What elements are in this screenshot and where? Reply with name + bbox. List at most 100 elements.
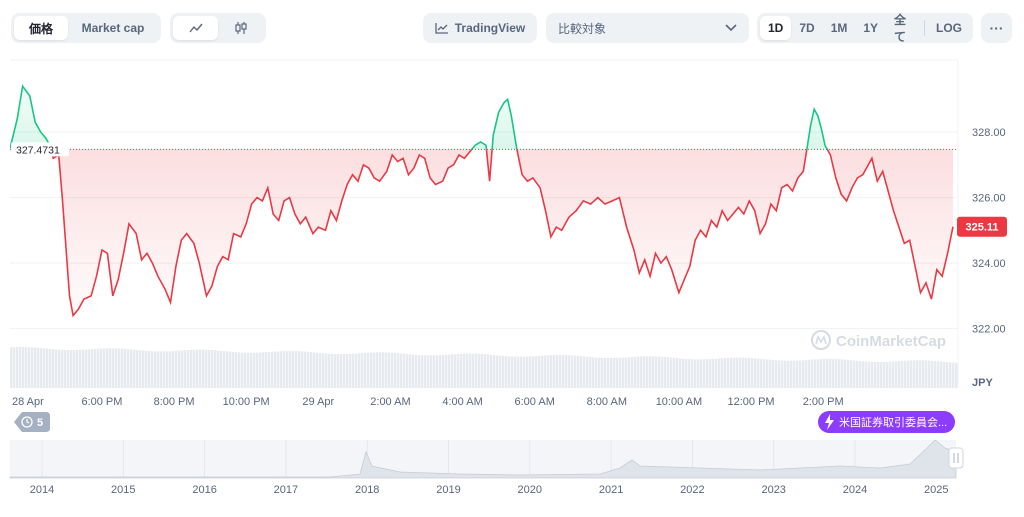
navigator-handle[interactable] bbox=[948, 447, 964, 469]
volume-bar bbox=[55, 349, 58, 388]
volume-bar bbox=[565, 355, 568, 388]
lightning-icon bbox=[825, 414, 834, 430]
chart-type-toggle bbox=[170, 13, 266, 43]
volume-bar bbox=[97, 348, 100, 388]
volume-bar bbox=[397, 353, 400, 388]
range-1y[interactable]: 1Y bbox=[863, 21, 879, 35]
volume-bar bbox=[316, 352, 319, 388]
volume-bar bbox=[241, 352, 244, 388]
price-line-down bbox=[50, 149, 954, 318]
volume-bar bbox=[649, 356, 652, 388]
volume-bar bbox=[100, 348, 103, 388]
history-badge[interactable]: 5 bbox=[14, 412, 50, 432]
range-7d[interactable]: 7D bbox=[799, 21, 815, 35]
volume-bar bbox=[337, 354, 340, 388]
price-area-down bbox=[50, 149, 953, 316]
volume-bar bbox=[655, 356, 658, 388]
volume-bar bbox=[523, 356, 526, 388]
tab-price[interactable]: 価格 bbox=[14, 16, 68, 40]
volume-bar bbox=[601, 357, 604, 388]
volume-bar bbox=[67, 350, 70, 388]
volume-bar bbox=[415, 354, 418, 388]
volume-bar bbox=[178, 350, 181, 388]
volume-bar bbox=[145, 350, 148, 388]
volume-bar bbox=[214, 350, 217, 388]
x-tick-label: 10:00 AM bbox=[656, 396, 702, 408]
volume-bar bbox=[901, 360, 904, 388]
event-badge[interactable]: 米国証券取引委員会... bbox=[818, 411, 955, 433]
line-chart-icon bbox=[188, 23, 203, 33]
log-scale-button[interactable]: LOG bbox=[936, 21, 962, 35]
volume-bar bbox=[334, 353, 337, 388]
y-tick-label: 322.00 bbox=[972, 324, 1006, 336]
volume-bar bbox=[511, 356, 514, 388]
navigator-year-label: 2016 bbox=[192, 484, 216, 496]
volume-bar bbox=[280, 351, 283, 388]
y-tick-label: 326.00 bbox=[972, 193, 1006, 205]
volume-bar bbox=[493, 355, 496, 388]
tradingview-button[interactable]: TradingView bbox=[423, 13, 537, 43]
volume-bar bbox=[79, 349, 82, 388]
volume-bar bbox=[400, 353, 403, 388]
volume-bar bbox=[325, 353, 328, 388]
volume-bar bbox=[163, 351, 166, 388]
volume-bar bbox=[166, 351, 169, 388]
volume-bar bbox=[220, 350, 223, 388]
volume-bar bbox=[568, 355, 571, 388]
tab-market-cap[interactable]: Market cap bbox=[81, 21, 145, 35]
volume-bar bbox=[43, 348, 46, 388]
volume-bar bbox=[196, 349, 199, 388]
volume-bar bbox=[505, 356, 508, 388]
volume-bar bbox=[34, 347, 37, 388]
volume-bar bbox=[595, 357, 598, 388]
volume-bar bbox=[211, 350, 214, 388]
volume-bar bbox=[106, 348, 109, 388]
line-chart-button[interactable] bbox=[173, 16, 218, 40]
volume-bar bbox=[445, 354, 448, 388]
volume-bar bbox=[295, 351, 298, 388]
volume-bar bbox=[799, 360, 802, 388]
volume-bar bbox=[904, 360, 907, 388]
volume-bar bbox=[823, 358, 826, 388]
volume-bar bbox=[256, 352, 259, 388]
volume-bar bbox=[91, 349, 94, 388]
volume-bar bbox=[532, 356, 535, 388]
volume-bar bbox=[727, 357, 730, 388]
volume-bar bbox=[154, 351, 157, 388]
volume-bar bbox=[190, 349, 193, 388]
volume-bar bbox=[886, 361, 889, 388]
volume-bar bbox=[520, 356, 523, 388]
volume-bar bbox=[640, 356, 643, 388]
volume-bar bbox=[460, 353, 463, 388]
current-price-tag: 325.11 bbox=[957, 216, 1007, 237]
volume-bar bbox=[46, 348, 49, 388]
volume-bar bbox=[205, 349, 208, 388]
volume-bar bbox=[484, 354, 487, 388]
volume-bar bbox=[733, 357, 736, 388]
volume-bar bbox=[13, 347, 16, 388]
compare-select[interactable]: 比較対象 bbox=[546, 13, 749, 43]
volume-bar bbox=[841, 359, 844, 388]
currency-label: JPY bbox=[972, 377, 993, 389]
volume-bar bbox=[85, 349, 88, 388]
volume-bar bbox=[517, 356, 520, 388]
volume-bar bbox=[856, 360, 859, 388]
volume-bar bbox=[304, 351, 307, 388]
volume-bar bbox=[712, 358, 715, 388]
navigator-year-label: 2021 bbox=[599, 484, 623, 496]
candlestick-button[interactable] bbox=[218, 16, 263, 40]
range-1d[interactable]: 1D bbox=[760, 16, 792, 40]
volume-bar bbox=[826, 358, 829, 388]
volume-bar bbox=[805, 359, 808, 388]
volume-bar bbox=[577, 355, 580, 388]
range-1m[interactable]: 1M bbox=[830, 21, 848, 35]
volume-bar bbox=[643, 356, 646, 388]
volume-bar bbox=[664, 356, 667, 388]
volume-bar bbox=[508, 356, 511, 388]
volume-bar bbox=[328, 353, 331, 388]
volume-bar bbox=[139, 350, 142, 388]
timeline-navigator[interactable]: 2014 2015 2016 2017 2018 2019 2020 2021 2022 2023… bbox=[9, 439, 964, 496]
volume-bar bbox=[766, 359, 769, 388]
more-options-button[interactable]: ··· bbox=[981, 13, 1012, 43]
